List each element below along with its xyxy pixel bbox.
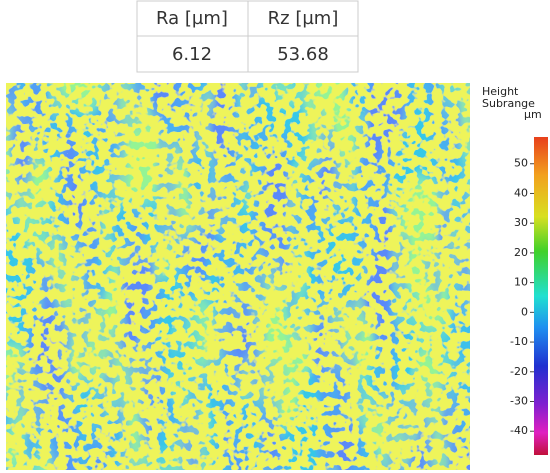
- colorbar-tick-label: 30: [514, 216, 528, 229]
- colorbar-scale: [534, 137, 548, 455]
- screenshot: Ra [µm] Rz [µm] 6.12 53.68 Height Subran…: [0, 0, 550, 473]
- colorbar-tick-label: -40: [510, 424, 528, 437]
- page: Ra [µm] Rz [µm] 6.12 53.68 Height Subran…: [0, 0, 550, 473]
- height-map: [6, 83, 470, 470]
- value-cell: 53.68: [277, 44, 329, 65]
- colorbar-unit: µm: [524, 108, 542, 121]
- colorbar-tick-label: -30: [510, 395, 528, 408]
- colorbar-tick-label: 20: [514, 246, 528, 259]
- colorbar-tick-label: 0: [521, 305, 528, 318]
- colorbar-tick-label: 50: [514, 157, 528, 170]
- value-cell: 6.12: [172, 44, 212, 65]
- header-cell: Rz [µm]: [268, 8, 339, 29]
- header-cell: Ra [µm]: [156, 8, 228, 29]
- colorbar-tick-label: 10: [514, 276, 528, 289]
- roughness-table: Ra [µm] Rz [µm] 6.12 53.68: [137, 1, 358, 72]
- colorbar-tick-label: -20: [510, 365, 528, 378]
- colorbar: Height Subrange µm 50403020100-10-20-30-…: [482, 85, 548, 455]
- colorbar-tick-label: 40: [514, 186, 528, 199]
- colorbar-tick-label: -10: [510, 335, 528, 348]
